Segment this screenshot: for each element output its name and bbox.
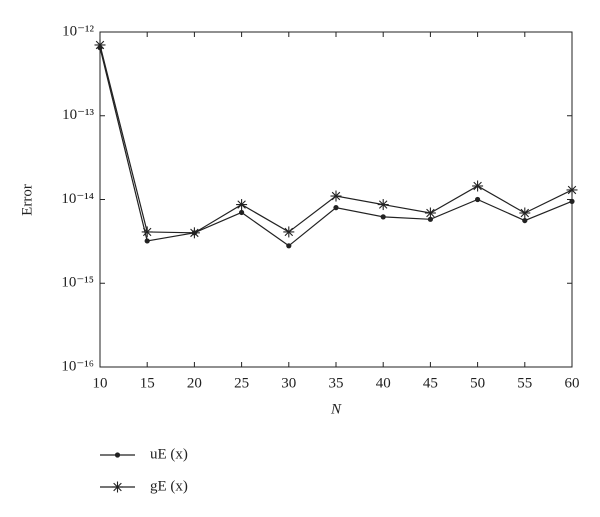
point [330, 190, 342, 202]
x-tick-label: 60 [565, 375, 580, 391]
point [286, 243, 292, 249]
x-tick-label: 35 [329, 375, 344, 391]
point [283, 226, 295, 238]
point [522, 217, 528, 224]
x-tick-label: 15 [140, 375, 155, 391]
point [94, 39, 106, 51]
x-tick-label: 45 [423, 375, 438, 391]
point [569, 198, 575, 204]
point [377, 199, 389, 211]
point [236, 199, 248, 211]
y-tick-label: 10⁻¹⁶ [61, 358, 94, 374]
point [427, 216, 433, 222]
x-tick-label: 25 [234, 375, 249, 391]
y-tick-label: 10⁻¹² [62, 23, 94, 39]
series-line [99, 44, 573, 234]
point [141, 226, 153, 238]
y-tick-label: 10⁻¹⁴ [61, 191, 94, 207]
x-tick-label: 10 [93, 375, 108, 391]
point [566, 184, 578, 196]
series-line [99, 47, 573, 247]
point [333, 205, 339, 211]
x-tick-label: 50 [470, 375, 485, 391]
y-axis-label: Error [19, 184, 35, 216]
x-axis-label: N [330, 401, 342, 417]
point [188, 227, 200, 239]
legend-marker [114, 452, 121, 458]
y-tick-label: 10⁻¹⁵ [61, 275, 94, 291]
x-tick-label: 55 [517, 375, 532, 391]
point [380, 214, 386, 220]
legend-label: gE (x) [150, 478, 188, 494]
point [239, 209, 245, 216]
point [472, 180, 484, 192]
legend-marker [112, 481, 123, 493]
x-tick-label: 20 [187, 375, 202, 391]
x-tick-label: 30 [281, 375, 296, 391]
legend-label: uE (x) [150, 446, 188, 462]
point [519, 207, 531, 219]
y-tick-label: 10⁻¹³ [62, 107, 94, 123]
point [144, 238, 150, 244]
x-tick-label: 40 [376, 375, 391, 391]
point [424, 207, 436, 219]
point [475, 196, 481, 203]
